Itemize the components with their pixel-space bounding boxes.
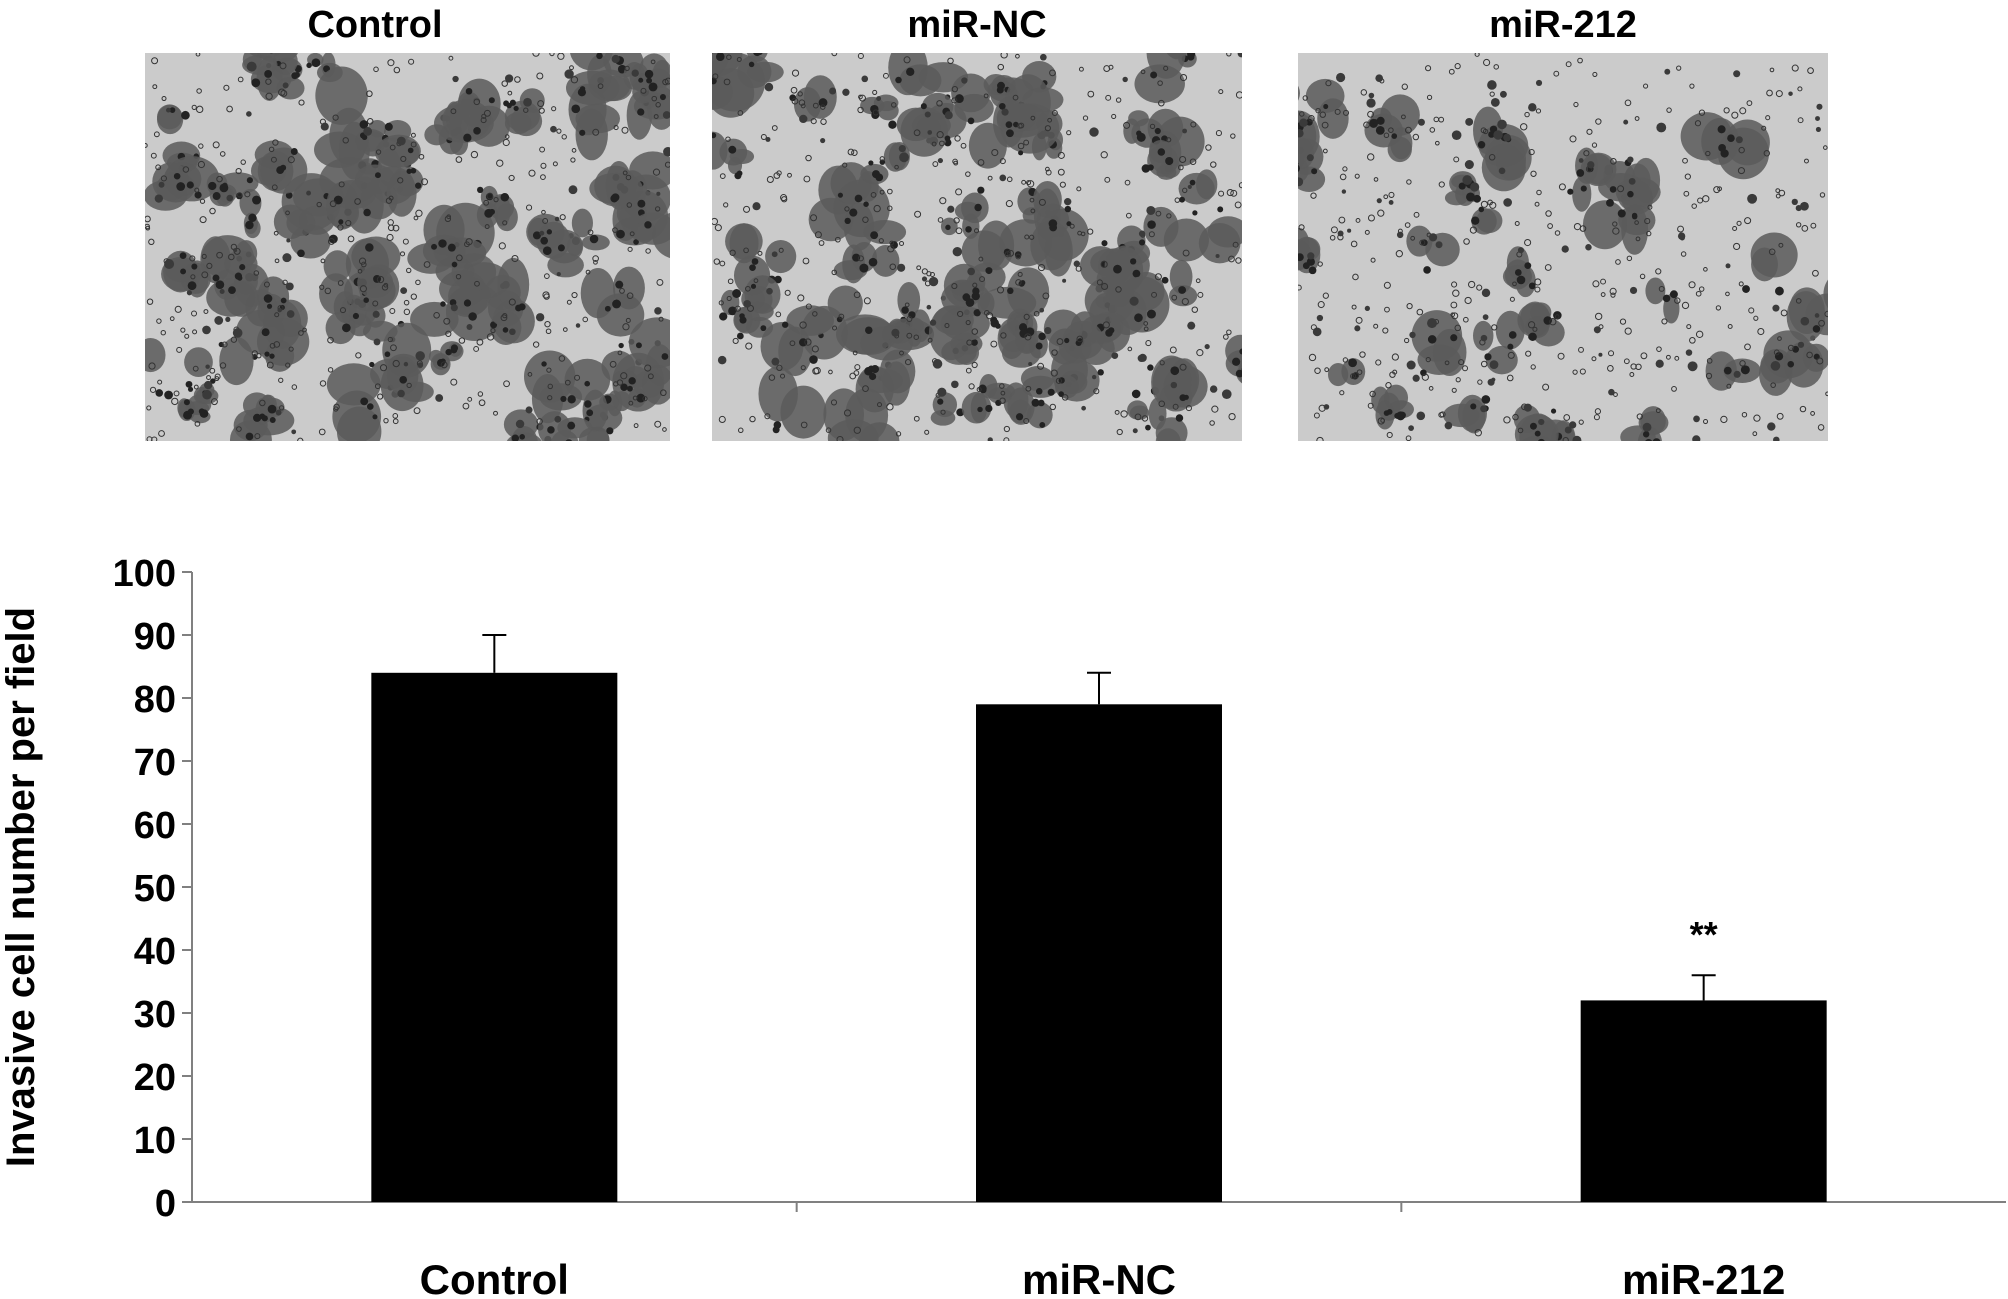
y-tick-label: 10 [134, 1120, 176, 1162]
y-tick-label: 100 [113, 553, 176, 595]
y-tick-label: 60 [134, 805, 176, 847]
significance-marker: ** [1690, 914, 1718, 955]
micrograph-mir-212 [1298, 53, 1828, 441]
error-bar-control [482, 634, 507, 673]
y-tick-label: 40 [134, 931, 176, 973]
error-bar-mir-212 [1691, 974, 1716, 1001]
x-tick-label: miR-212 [1622, 1256, 1785, 1299]
x-tick-label: Control [420, 1256, 569, 1299]
panel-label-mir-212: miR-212 [1489, 4, 1637, 46]
y-tick-label: 80 [134, 679, 176, 721]
y-tick-label: 20 [134, 1057, 176, 1099]
panel-label-mir-nc: miR-NC [907, 4, 1047, 46]
micrograph-control [145, 53, 670, 441]
y-tick-label: 70 [134, 742, 176, 784]
bar-chart: 0 10 20 30 40 50 60 70 80 90 100 Invasive cell numb… [0, 553, 2006, 1299]
y-tick-label: 0 [155, 1183, 176, 1225]
bar-mir-nc [976, 704, 1222, 1202]
bar-mir-212 [1580, 1000, 1827, 1202]
y-axis-label: Invasive cell number per field [0, 607, 43, 1167]
y-tick-label: 50 [134, 868, 176, 910]
error-bar-mir-nc [1087, 671, 1111, 705]
micrograph-mir-nc [712, 53, 1242, 441]
panel-label-control: Control [307, 4, 443, 46]
bar-control [371, 672, 618, 1202]
y-tick-label: 30 [134, 994, 176, 1036]
x-tick-label: miR-NC [1022, 1256, 1176, 1299]
y-tick-label: 90 [134, 616, 176, 658]
